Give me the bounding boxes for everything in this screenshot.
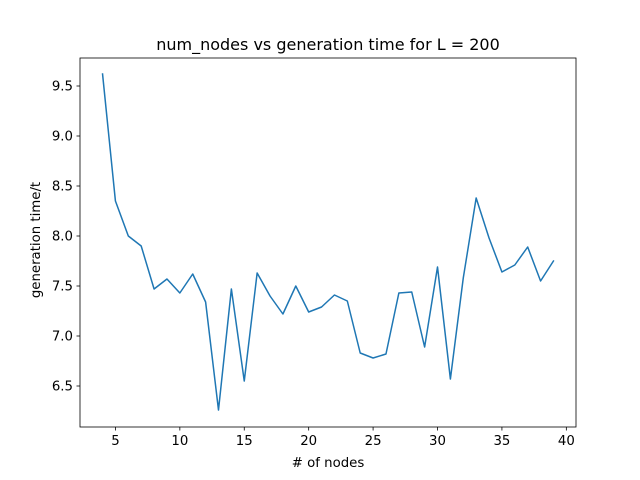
- x-tick-label: 25: [365, 434, 382, 449]
- x-tick-label: 10: [171, 434, 188, 449]
- y-tick-label: 7.0: [52, 330, 73, 345]
- y-tick-label: 9.5: [52, 80, 73, 95]
- y-axis-label: generation time/t: [29, 182, 44, 298]
- x-tick-label: 30: [429, 434, 446, 449]
- series-line-0: [101, 73, 555, 411]
- axes-frame: [79, 57, 577, 428]
- x-tick-label: 40: [558, 434, 575, 449]
- x-tick-label: 5: [111, 434, 119, 449]
- x-tick-label: 15: [236, 434, 253, 449]
- x-axis-label: # of nodes: [292, 456, 365, 471]
- y-tick-label: 6.5: [52, 380, 73, 395]
- y-tick-label: 7.5: [52, 280, 73, 295]
- y-tick-label: 9.0: [52, 130, 73, 145]
- x-tick-label: 35: [493, 434, 510, 449]
- x-tick-label: 20: [300, 434, 317, 449]
- y-tick-label: 8.0: [52, 230, 73, 245]
- plot-area: 5 10 15 20 25 30 35 40 6.5 7.0 7.5 8.0 8.5 9.0 9.5: [52, 57, 577, 449]
- y-tick-label: 8.5: [52, 180, 73, 195]
- chart-title: num_nodes vs generation time for L = 200: [156, 35, 500, 55]
